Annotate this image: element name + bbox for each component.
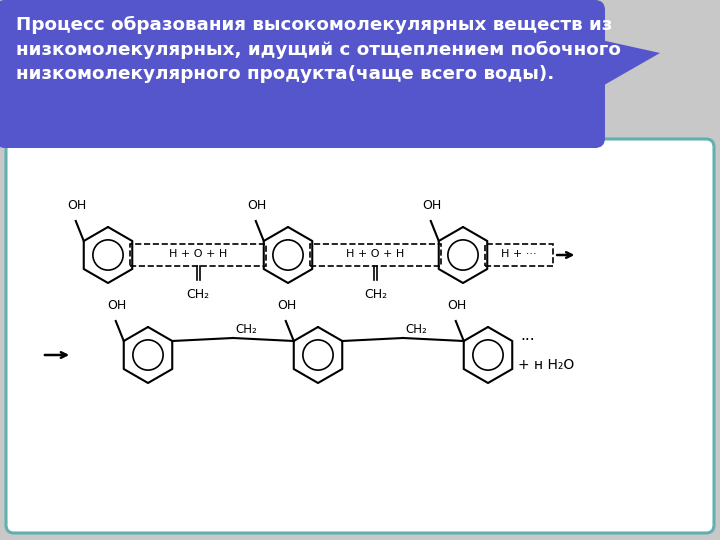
Text: OH: OH <box>422 199 441 212</box>
Text: H + O + H: H + O + H <box>169 249 227 259</box>
Text: CH₂: CH₂ <box>235 323 257 336</box>
Text: OH: OH <box>247 199 266 212</box>
Text: OH: OH <box>67 199 86 212</box>
Text: OH: OH <box>447 299 467 312</box>
Text: CH₂: CH₂ <box>405 323 427 336</box>
Text: Процесс образования высокомолекулярных веществ из
низкомолекулярных, идущий с от: Процесс образования высокомолекулярных в… <box>16 16 621 83</box>
Text: CH₂: CH₂ <box>186 288 210 301</box>
FancyBboxPatch shape <box>6 139 714 533</box>
Text: CH₂: CH₂ <box>364 288 387 301</box>
Text: OH: OH <box>277 299 297 312</box>
Polygon shape <box>592 38 660 92</box>
Text: OH: OH <box>107 299 127 312</box>
Text: + н H₂O: + н H₂O <box>518 358 575 372</box>
Text: H + ···: H + ··· <box>501 249 537 259</box>
Text: ···: ··· <box>520 333 535 348</box>
Text: H + O + H: H + O + H <box>346 249 405 259</box>
FancyBboxPatch shape <box>0 0 605 148</box>
